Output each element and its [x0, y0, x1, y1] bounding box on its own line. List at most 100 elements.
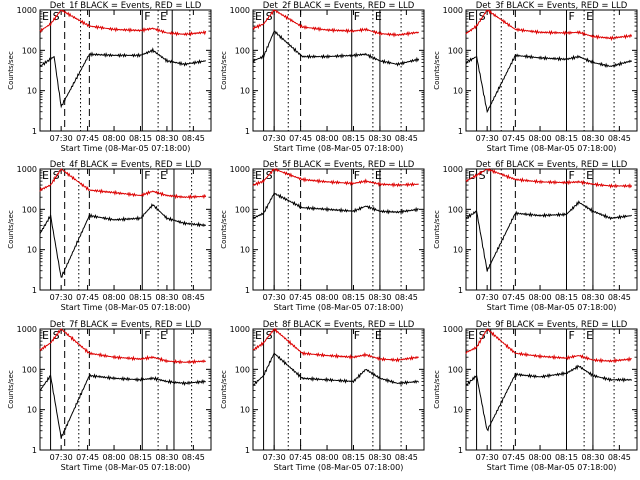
x-tick-label: 08:00: [529, 453, 552, 462]
y-tick-label: 10: [27, 406, 37, 415]
y-tick-label: 10: [453, 406, 463, 415]
interval-marker-label: S: [479, 169, 486, 182]
y-tick-label: 100: [22, 365, 37, 374]
detector-panel-6: Det_6f BLACK = Events, RED = LLD 1 10 100 10…: [433, 160, 638, 312]
x-tick-label: 08:30: [155, 293, 178, 302]
y-tick-label: 1000: [230, 6, 250, 15]
x-tick-label: 08:15: [555, 453, 578, 462]
plot-frame: [465, 9, 638, 132]
x-tick-label: 07:30: [476, 293, 499, 302]
x-tick-label: 07:30: [50, 293, 73, 302]
y-axis-label: Counts/sec: [7, 51, 15, 90]
interval-marker-label: E: [160, 10, 167, 23]
interval-marker-label: F: [144, 169, 150, 182]
interval-marker-label: F: [354, 329, 360, 342]
lld-series-line: [39, 168, 207, 201]
y-axis-label: Counts/sec: [220, 370, 228, 409]
y-tick-label: 1000: [443, 325, 463, 334]
interval-marker-label: E: [42, 329, 49, 342]
events-series-line: [252, 30, 420, 67]
plot-frame: [252, 168, 425, 291]
y-tick-label: 1000: [17, 325, 37, 334]
x-tick-label: 08:30: [368, 453, 391, 462]
events-series-line: [465, 364, 633, 432]
x-tick-label: 08:45: [395, 134, 418, 143]
y-tick-label: 1: [32, 127, 37, 136]
x-tick-label: 07:30: [50, 453, 73, 462]
x-tick-label: 08:15: [342, 134, 365, 143]
y-tick-label: 1: [245, 446, 250, 455]
detector-panel-2: Det_2f BLACK = Events, RED = LLD 1 10 100 10…: [220, 1, 425, 153]
y-tick-label: 1: [32, 286, 37, 295]
y-tick-label: 10: [27, 246, 37, 255]
y-axis-label: Counts/sec: [433, 51, 441, 90]
lld-series-line: [39, 328, 206, 365]
y-tick-label: 100: [22, 205, 37, 214]
x-tick-label: 08:30: [155, 453, 178, 462]
x-tick-label: 07:30: [263, 134, 286, 143]
x-tick-label: 08:15: [555, 134, 578, 143]
interval-marker-label: E: [468, 10, 475, 23]
x-tick-label: 07:45: [502, 453, 525, 462]
y-tick-label: 1: [458, 286, 463, 295]
interval-marker-label: E: [255, 169, 262, 182]
x-tick-label: 08:00: [529, 293, 552, 302]
y-tick-label: 10: [453, 246, 463, 255]
interval-marker-label: S: [479, 329, 486, 342]
interval-marker-label: E: [375, 10, 382, 23]
x-tick-label: 08:00: [316, 453, 339, 462]
x-tick-label: 08:00: [103, 134, 126, 143]
x-tick-label: 07:45: [76, 453, 99, 462]
plot-frame: [465, 328, 638, 451]
interval-marker-label: S: [479, 10, 486, 23]
y-tick-label: 100: [448, 205, 463, 214]
y-axis-label: Counts/sec: [433, 210, 441, 249]
x-tick-label: 08:30: [368, 293, 391, 302]
y-tick-label: 100: [22, 46, 37, 55]
x-tick-label: 08:00: [316, 293, 339, 302]
panel-title: Det_9f BLACK = Events, RED = LLD: [476, 320, 628, 330]
y-tick-label: 1: [32, 446, 37, 455]
y-axis-label: Counts/sec: [7, 370, 15, 409]
detector-panel-8: Det_8f BLACK = Events, RED = LLD 1 10 100 10…: [220, 320, 425, 472]
y-tick-label: 10: [453, 87, 463, 96]
y-axis-label: Counts/sec: [220, 51, 228, 90]
y-tick-label: 1000: [443, 6, 463, 15]
y-tick-label: 1: [458, 127, 463, 136]
y-axis-label: Counts/sec: [7, 210, 15, 249]
x-axis-label: Start Time (08-Mar-05 07:18:00): [61, 303, 191, 312]
y-tick-label: 1000: [443, 165, 463, 174]
interval-marker-label: E: [468, 169, 475, 182]
x-tick-label: 08:00: [103, 293, 126, 302]
x-axis-label: Start Time (08-Mar-05 07:18:00): [487, 463, 617, 472]
interval-marker-label: E: [42, 10, 49, 23]
interval-marker-label: E: [255, 329, 262, 342]
x-tick-label: 08:15: [129, 293, 152, 302]
x-tick-label: 07:45: [76, 134, 99, 143]
detector-panel-9: Det_9f BLACK = Events, RED = LLD 1 10 100 10…: [433, 320, 638, 472]
y-tick-label: 10: [240, 246, 250, 255]
interval-marker-label: E: [160, 169, 167, 182]
plot-frame: [252, 328, 425, 451]
interval-marker-label: E: [586, 329, 593, 342]
x-axis-label: Start Time (08-Mar-05 07:18:00): [274, 463, 404, 472]
plot-frame: [39, 9, 212, 132]
x-tick-label: 07:30: [263, 453, 286, 462]
events-series-line: [39, 203, 207, 278]
x-tick-label: 08:45: [608, 134, 631, 143]
lld-series-line: [252, 9, 420, 38]
x-tick-label: 08:30: [581, 134, 604, 143]
detector-panel-5: Det_5f BLACK = Events, RED = LLD 1 10 100 10…: [220, 160, 425, 312]
x-tick-label: 08:45: [182, 453, 205, 462]
panel-title: Det_1f BLACK = Events, RED = LLD: [50, 1, 202, 11]
y-tick-label: 100: [448, 365, 463, 374]
interval-marker-label: F: [568, 169, 574, 182]
lld-series-line: [465, 167, 633, 189]
panel-title: Det_2f BLACK = Events, RED = LLD: [263, 1, 415, 11]
x-tick-label: 07:45: [289, 293, 312, 302]
interval-marker-label: S: [53, 169, 60, 182]
y-tick-label: 10: [27, 87, 37, 96]
y-tick-label: 1000: [230, 325, 250, 334]
lld-series-line: [465, 327, 632, 364]
x-tick-label: 08:45: [395, 453, 418, 462]
